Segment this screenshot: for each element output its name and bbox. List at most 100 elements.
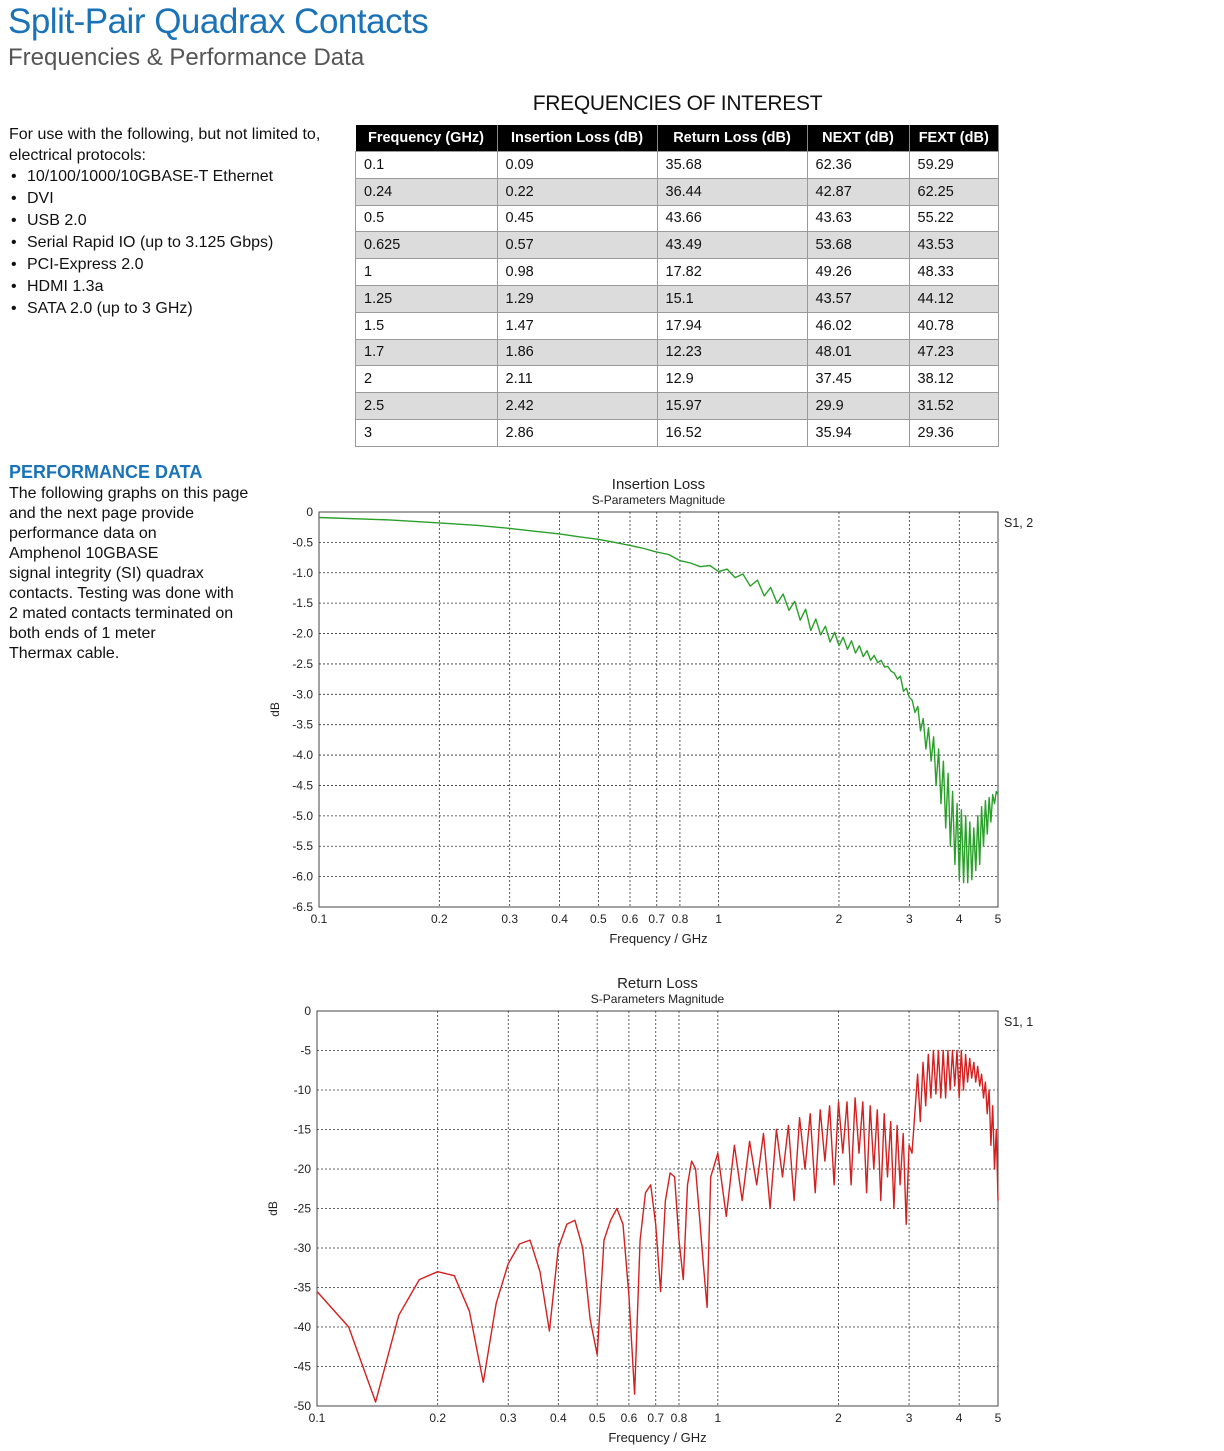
- table-cell: 2.5: [355, 392, 498, 420]
- y-tick-label: -15: [294, 1123, 312, 1137]
- x-tick-label: 2: [835, 1411, 842, 1425]
- table-cell: 0.1: [355, 151, 498, 179]
- table-cell: 59.29: [908, 151, 999, 179]
- y-tick-label: -6.0: [292, 870, 313, 884]
- table-row: 2 2.11 12.9 37.45 38.12: [355, 365, 999, 394]
- table-cell: 62.25: [908, 177, 999, 206]
- text-line: signal integrity (SI) quadrax: [9, 565, 204, 582]
- table-cell: 1.29: [496, 284, 658, 313]
- table-cell: 1.5: [355, 311, 498, 340]
- table-row: 0.625 0.57 43.49 53.68 43.53: [355, 231, 999, 260]
- list-item: SATA 2.0 (up to 3 GHz): [9, 298, 329, 320]
- x-tick-label: 0.5: [590, 912, 607, 926]
- y-tick-label: -35: [294, 1281, 312, 1295]
- table-cell: 55.22: [908, 204, 999, 233]
- text-line: The following graphs on this page: [9, 485, 249, 502]
- x-axis-label: Frequency / GHz: [608, 1430, 706, 1445]
- table-cell: 12.23: [656, 338, 808, 367]
- table-cell: 1: [355, 258, 498, 286]
- text-line: contacts. Testing was done with: [9, 585, 234, 602]
- table-cell: 0.24: [355, 177, 498, 206]
- table-cell: 17.94: [656, 311, 808, 340]
- table-cell: 0.22: [496, 177, 658, 206]
- chart-subtitle: S-Parameters Magnitude: [591, 992, 725, 1006]
- table-cell: 1.86: [496, 338, 658, 367]
- table-row: 2.5 2.42 15.97 29.9 31.52: [355, 392, 999, 420]
- x-tick-label: 0.7: [647, 1411, 664, 1425]
- y-tick-label: -45: [294, 1360, 312, 1374]
- y-tick-label: -50: [294, 1399, 312, 1413]
- y-tick-label: -6.5: [292, 900, 313, 914]
- table-cell: 31.52: [908, 392, 999, 420]
- table-cell: 44.12: [908, 284, 999, 313]
- plot-area: [318, 511, 999, 908]
- table-cell: 53.68: [806, 231, 910, 260]
- x-tick-label: 0.4: [551, 912, 568, 926]
- table-row: 0.24 0.22 36.44 42.87 62.25: [355, 177, 999, 206]
- y-tick-label: -4.0: [292, 748, 313, 762]
- y-tick-label: -3.0: [292, 687, 313, 701]
- table-cell: 17.82: [656, 258, 808, 286]
- table-cell: 38.12: [908, 365, 999, 394]
- y-tick-label: -2.0: [292, 627, 313, 641]
- table-cell: 0.625: [355, 231, 498, 260]
- table-cell: 37.45: [806, 365, 910, 394]
- x-tick-label: 0.8: [672, 912, 689, 926]
- y-tick-label: -4.5: [292, 778, 313, 792]
- x-tick-label: 3: [906, 912, 913, 926]
- x-tick-label: 0.6: [622, 912, 639, 926]
- table-cell: 47.23: [908, 338, 999, 367]
- table-row: 3 2.86 16.52 35.94 29.36: [355, 418, 999, 447]
- table-row: 1.7 1.86 12.23 48.01 47.23: [355, 338, 999, 367]
- list-item: HDMI 1.3a: [9, 276, 329, 298]
- list-item: DVI: [9, 188, 329, 210]
- protocols-section: For use with the following, but not limi…: [9, 124, 329, 320]
- x-tick-label: 3: [906, 1411, 913, 1425]
- table-cell: 42.87: [806, 177, 910, 206]
- page-title: Split-Pair Quadrax Contacts: [8, 2, 429, 41]
- frequencies-table: Frequency (GHz) Insertion Loss (dB) Retu…: [355, 125, 999, 447]
- x-tick-label: 4: [956, 1411, 963, 1425]
- y-tick-label: -40: [294, 1320, 312, 1334]
- table-cell: 29.36: [908, 418, 999, 447]
- x-axis-label: Frequency / GHz: [609, 931, 707, 946]
- chart-subtitle: S-Parameters Magnitude: [592, 493, 726, 507]
- table-cell: 48.33: [908, 258, 999, 286]
- table-cell: 16.52: [656, 418, 808, 447]
- table-header-row: Frequency (GHz) Insertion Loss (dB) Retu…: [355, 125, 999, 152]
- table-cell: 43.53: [908, 231, 999, 260]
- y-tick-label: -30: [294, 1241, 312, 1255]
- page-subtitle: Frequencies & Performance Data: [8, 44, 365, 71]
- table-cell: 2: [355, 365, 498, 394]
- table-cell: 15.1: [656, 284, 808, 313]
- table-cell: 3: [355, 418, 498, 447]
- y-tick-label: -1.0: [292, 566, 313, 580]
- y-tick-label: -2.5: [292, 657, 313, 671]
- y-tick-label: -3.5: [292, 718, 313, 732]
- x-tick-label: 0.2: [429, 1411, 446, 1425]
- y-tick-label: -5: [300, 1044, 311, 1058]
- column-header: Insertion Loss (dB): [497, 125, 658, 152]
- column-header: FEXT (dB): [909, 125, 999, 152]
- y-tick-label: -20: [294, 1162, 312, 1176]
- x-tick-label: 0.1: [311, 912, 328, 926]
- chart-title: Return Loss: [617, 975, 698, 992]
- text-line: Amphenol 10GBASE: [9, 545, 159, 562]
- y-tick-label: -25: [294, 1202, 312, 1216]
- x-tick-label: 0.1: [309, 1411, 326, 1425]
- table-row: 0.1 0.09 35.68 62.36 59.29: [355, 151, 999, 179]
- frequencies-title: FREQUENCIES OF INTEREST: [532, 92, 823, 115]
- protocols-list: 10/100/1000/10GBASE-T Ethernet DVI USB 2…: [9, 166, 329, 320]
- y-tick-label: -5.5: [292, 839, 313, 853]
- y-axis-label: dB: [268, 702, 282, 717]
- y-tick-label: -1.5: [292, 596, 313, 610]
- performance-heading: PERFORMANCE DATA: [9, 462, 203, 482]
- x-tick-label: 0.5: [589, 1411, 606, 1425]
- table-cell: 36.44: [656, 177, 808, 206]
- text-line: both ends of 1 meter: [9, 625, 156, 642]
- x-tick-label: 1: [714, 1411, 721, 1425]
- x-tick-label: 1: [715, 912, 722, 926]
- chart-title: Insertion Loss: [612, 476, 705, 493]
- x-tick-label: 0.2: [431, 912, 448, 926]
